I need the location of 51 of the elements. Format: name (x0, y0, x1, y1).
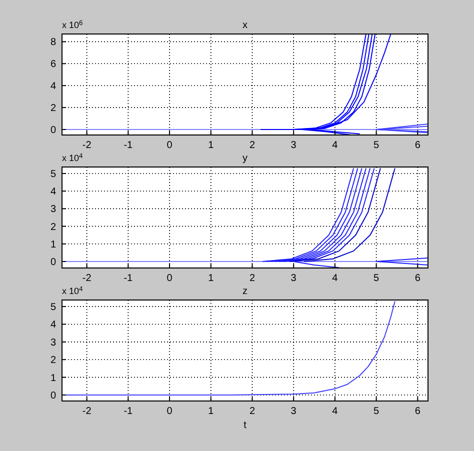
chart-title: y (242, 153, 248, 164)
x-tick-label: 0 (166, 140, 173, 151)
x-tick-label: 4 (332, 406, 338, 417)
text: x 10$^{6}$ (62, 20, 84, 30)
chart-title: z (242, 286, 248, 297)
x-tick-label: 2 (249, 140, 256, 151)
text: x 10$^{4}$ (62, 152, 84, 163)
y-tick-label: 4 (50, 81, 56, 92)
y-tick-label: 1 (50, 239, 56, 250)
text: x 10$^{4}$ (62, 286, 84, 296)
y-tick-label: 3 (50, 204, 56, 216)
y-tick-label: 5 (50, 302, 56, 314)
x-tick-label: 1 (208, 273, 214, 284)
x-tick-label: 5 (374, 273, 380, 284)
x-tick-label: -2 (82, 273, 92, 284)
x-tick-label: 6 (414, 140, 421, 151)
x-tick-label: 5 (374, 140, 380, 151)
x-tick-label: -1 (124, 140, 134, 151)
y-tick-label: 5 (50, 169, 56, 180)
y-tick-label: 3 (50, 337, 56, 348)
y-tick-label: 4 (50, 186, 56, 198)
chart-title: x (242, 20, 248, 31)
x-tick-label: 3 (290, 140, 297, 151)
x-tick-label: 3 (290, 406, 297, 417)
y-tick-label: 8 (50, 37, 56, 48)
x-tick-label: 4 (332, 273, 338, 284)
y-tick-label: 4 (50, 320, 56, 331)
x-tick-label: 1 (208, 140, 214, 151)
x-axis-title: t (244, 420, 247, 431)
x-tick-label: 0 (166, 273, 173, 284)
x-tick-label: 3 (290, 273, 297, 284)
x-tick-label: -1 (124, 406, 134, 417)
x-tick-label: 4 (332, 140, 338, 151)
x-tick-label: -2 (82, 140, 92, 151)
y-tick-label: 0 (50, 125, 56, 136)
x-tick-label: 2 (249, 273, 256, 284)
x-tick-label: 1 (208, 406, 214, 417)
y-tick-label: 1 (50, 372, 56, 384)
x-tick-label: -1 (124, 273, 134, 284)
x-tick-label: 2 (249, 406, 256, 417)
y-tick-label: 6 (50, 59, 56, 70)
x-tick-label: -2 (82, 406, 92, 417)
y-tick-label: 0 (50, 256, 56, 268)
y-tick-label: 2 (50, 103, 56, 114)
y-tick-label: 0 (50, 390, 56, 402)
x-tick-label: 6 (414, 406, 421, 417)
y-tick-label: 2 (50, 355, 56, 366)
x-tick-label: 6 (414, 273, 421, 284)
x-tick-label: 0 (166, 406, 173, 417)
x-tick-label: 5 (374, 406, 380, 417)
y-tick-label: 2 (50, 222, 56, 233)
